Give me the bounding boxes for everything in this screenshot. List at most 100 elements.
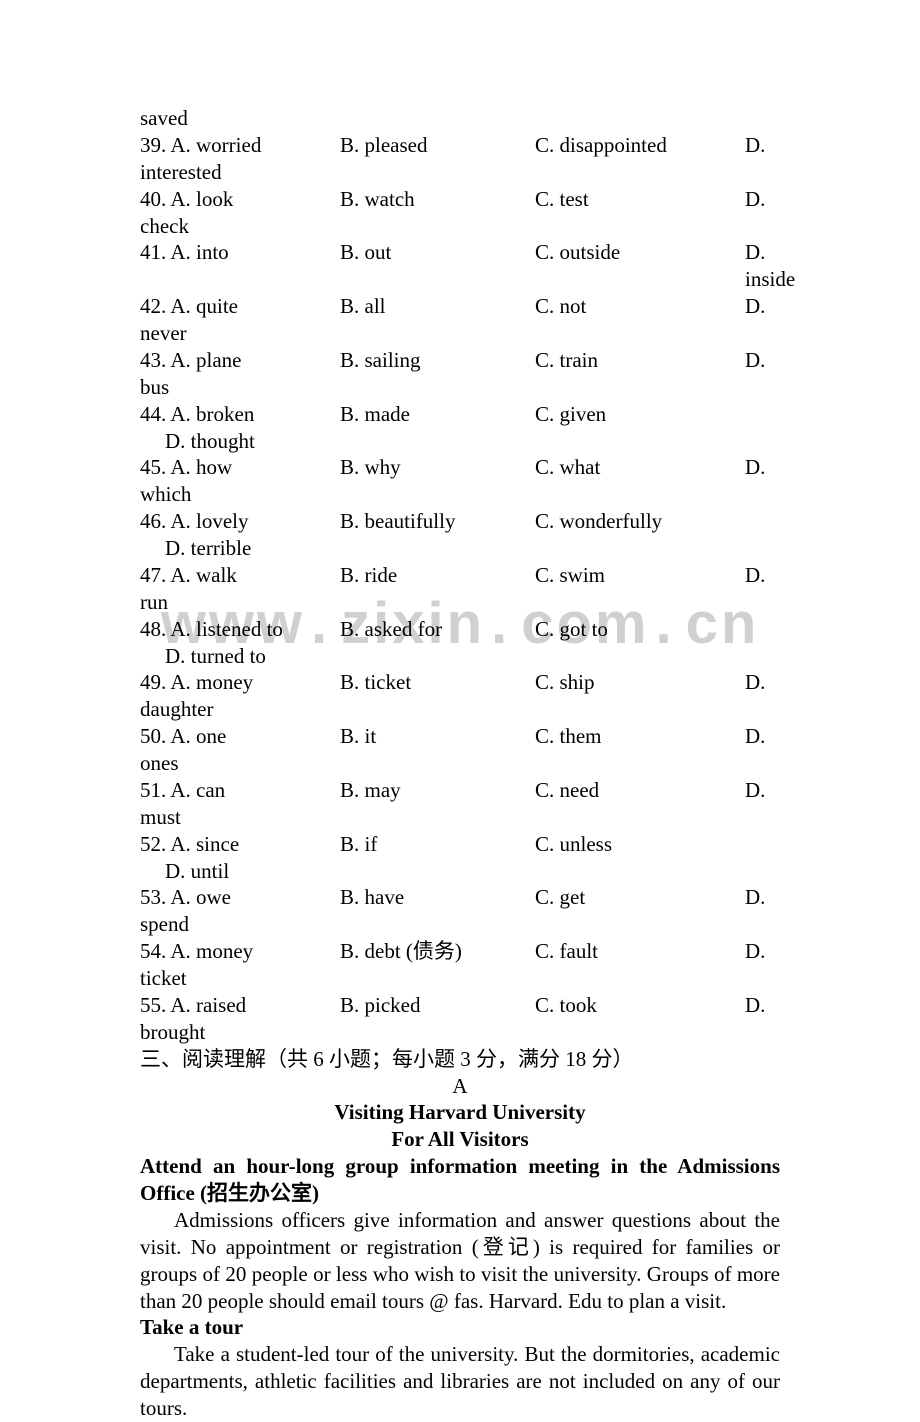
question-row: 41. A. intoB. outC. outsideD. inside	[140, 239, 780, 293]
option-d: D.	[745, 186, 780, 213]
passage-title: Visiting Harvard University	[140, 1099, 780, 1126]
option-extra: daughter	[140, 696, 780, 723]
option-d: D.	[745, 777, 780, 804]
option-b: B. made	[340, 401, 535, 428]
question-row: 49. A. moneyB. ticketC. shipD.daughter	[140, 669, 780, 723]
option-b: B. if	[340, 831, 535, 858]
option-d	[745, 401, 780, 428]
option-d: D.	[745, 293, 780, 320]
option-c: C. get	[535, 884, 745, 911]
option-c: C. disappointed	[535, 132, 745, 159]
option-b: B. asked for	[340, 616, 535, 643]
page-content: saved 39. A. worriedB. pleasedC. disappo…	[140, 105, 780, 1422]
option-b: B. out	[340, 239, 535, 293]
option-a: 41. A. into	[140, 239, 340, 293]
option-c: C. outside	[535, 239, 745, 293]
option-a: 50. A. one	[140, 723, 340, 750]
option-extra: ticket	[140, 965, 780, 992]
option-extra: check	[140, 213, 780, 240]
question-row: 50. A. oneB. itC. themD.ones	[140, 723, 780, 777]
option-extra: never	[140, 320, 780, 347]
option-c: C. train	[535, 347, 745, 374]
option-d: D.	[745, 347, 780, 374]
option-c: C. took	[535, 992, 745, 1019]
option-extra: spend	[140, 911, 780, 938]
option-extra: ones	[140, 750, 780, 777]
passage-letter: A	[140, 1073, 780, 1100]
question-row: 39. A. worriedB. pleasedC. disappointedD…	[140, 132, 780, 186]
question-row: 54. A. moneyB. debt (债务)C. faultD.ticket	[140, 938, 780, 992]
option-b: B. ride	[340, 562, 535, 589]
question-row: 40. A. lookB. watchC. testD.check	[140, 186, 780, 240]
option-b: B. ticket	[340, 669, 535, 696]
option-b: B. debt (债务)	[340, 938, 535, 965]
option-extra: run	[140, 589, 780, 616]
option-extra: bus	[140, 374, 780, 401]
option-a: 40. A. look	[140, 186, 340, 213]
option-d: D.	[745, 132, 780, 159]
passage-p2: Take a student-led tour of the universit…	[140, 1341, 780, 1422]
option-b: B. watch	[340, 186, 535, 213]
option-c: C. wonderfully	[535, 508, 745, 535]
option-b: B. beautifully	[340, 508, 535, 535]
option-c: C. given	[535, 401, 745, 428]
question-row: 44. A. brokenB. madeC. givenD. thought	[140, 401, 780, 455]
option-b: B. have	[340, 884, 535, 911]
option-b: B. picked	[340, 992, 535, 1019]
option-d: D.	[745, 669, 780, 696]
option-c: C. test	[535, 186, 745, 213]
question-row: 55. A. raisedB. pickedC. tookD.brought	[140, 992, 780, 1046]
option-extra: D. terrible	[140, 535, 780, 562]
option-b: B. pleased	[340, 132, 535, 159]
option-d: D.	[745, 884, 780, 911]
option-d: D.	[745, 723, 780, 750]
option-a: 44. A. broken	[140, 401, 340, 428]
option-extra: D. until	[140, 858, 780, 885]
question-row: 46. A. lovelyB. beautifullyC. wonderfull…	[140, 508, 780, 562]
option-a: 53. A. owe	[140, 884, 340, 911]
option-d: D.	[745, 562, 780, 589]
option-a: 39. A. worried	[140, 132, 340, 159]
top-fragment-line: saved	[140, 105, 780, 132]
option-a: 55. A. raised	[140, 992, 340, 1019]
option-a: 51. A. can	[140, 777, 340, 804]
option-c: C. what	[535, 454, 745, 481]
option-b: B. why	[340, 454, 535, 481]
option-a: 48. A. listened to	[140, 616, 340, 643]
question-row: 43. A. planeB. sailingC. trainD.bus	[140, 347, 780, 401]
option-a: 54. A. money	[140, 938, 340, 965]
option-c: C. fault	[535, 938, 745, 965]
option-extra: must	[140, 804, 780, 831]
option-c: C. unless	[535, 831, 745, 858]
question-row: 47. A. walkB. rideC. swimD.run	[140, 562, 780, 616]
option-extra: D. turned to	[140, 643, 780, 670]
option-a: 42. A. quite	[140, 293, 340, 320]
question-row: 42. A. quiteB. allC. notD.never	[140, 293, 780, 347]
passage-h1: Attend an hour-long group information me…	[140, 1153, 780, 1207]
passage-p2-text: Take a student-led tour of the universit…	[140, 1342, 780, 1420]
question-row: 51. A. canB. mayC. needD.must	[140, 777, 780, 831]
option-a: 47. A. walk	[140, 562, 340, 589]
option-d: D.	[745, 938, 780, 965]
question-row: 53. A. oweB. haveC. getD.spend	[140, 884, 780, 938]
option-d: D.	[745, 454, 780, 481]
option-c: C. them	[535, 723, 745, 750]
option-b: B. all	[340, 293, 535, 320]
passage-h2: Take a tour	[140, 1314, 780, 1341]
option-a: 45. A. how	[140, 454, 340, 481]
option-c: C. got to	[535, 616, 745, 643]
option-c: C. not	[535, 293, 745, 320]
option-c: C. ship	[535, 669, 745, 696]
passage-p1-text: Admissions officers give information and…	[140, 1208, 780, 1313]
option-b: B. it	[340, 723, 535, 750]
section3-heading: 三、阅读理解（共 6 小题；每小题 3 分，满分 18 分）	[140, 1046, 780, 1073]
question-list: 39. A. worriedB. pleasedC. disappointedD…	[140, 132, 780, 1046]
option-d	[745, 508, 780, 535]
question-row: 45. A. howB. whyC. whatD.which	[140, 454, 780, 508]
option-extra: brought	[140, 1019, 780, 1046]
passage-subtitle: For All Visitors	[140, 1126, 780, 1153]
option-b: B. may	[340, 777, 535, 804]
option-d: D. inside	[745, 239, 795, 293]
option-c: C. need	[535, 777, 745, 804]
option-a: 43. A. plane	[140, 347, 340, 374]
